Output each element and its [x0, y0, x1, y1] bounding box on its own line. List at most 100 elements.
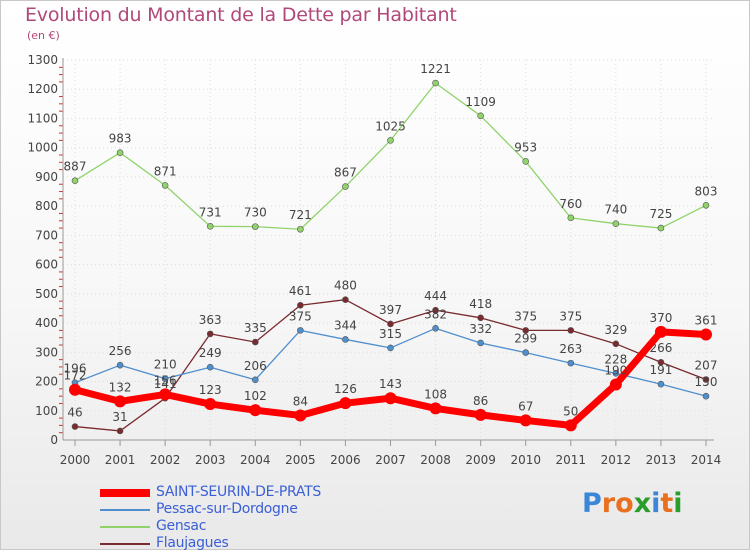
- data-point-saint-seurin-de-prats: [384, 392, 397, 405]
- data-label-saint-seurin-de-prats: 172: [64, 369, 87, 383]
- data-label-gensac: 740: [604, 203, 627, 217]
- logo-letter: t: [660, 488, 674, 519]
- logo-letter: i: [651, 488, 661, 519]
- data-label-saint-seurin-de-prats: 86: [473, 394, 488, 408]
- data-label-gensac: 871: [154, 164, 177, 178]
- data-point-gensac: [612, 220, 620, 227]
- data-label-saint-seurin-de-prats: 50: [563, 404, 578, 418]
- data-point-flaujagues: [116, 427, 124, 435]
- y-tick-label: 800: [35, 199, 58, 213]
- legend-swatch: [100, 509, 150, 511]
- data-point-flaujagues: [342, 296, 349, 303]
- x-tick-label: 2012: [601, 453, 632, 467]
- data-point-flaujagues: [477, 314, 484, 322]
- data-point-pessac-sur-dordogne: [657, 380, 665, 388]
- data-label-flaujagues: 375: [559, 309, 582, 323]
- data-point-pessac-sur-dordogne: [477, 339, 484, 347]
- y-tick-label: 900: [35, 170, 58, 184]
- data-label-flaujagues: 363: [199, 313, 222, 327]
- x-tick-label: 2014: [691, 453, 722, 467]
- logo-letter: r: [601, 488, 616, 519]
- data-point-saint-seurin-de-prats: [249, 404, 262, 417]
- data-label-saint-seurin-de-prats: 190: [604, 363, 627, 377]
- unit-label: (en €): [27, 29, 60, 42]
- legend-label: Flaujagues: [156, 535, 229, 551]
- y-tick-label: 1200: [27, 82, 58, 96]
- x-tick-label: 2009: [465, 453, 496, 467]
- data-point-saint-seurin-de-prats: [114, 395, 127, 408]
- data-point-flaujagues: [432, 306, 439, 314]
- y-tick-label: 100: [35, 404, 58, 418]
- data-point-gensac: [161, 182, 169, 189]
- data-point-gensac: [702, 201, 710, 209]
- x-tick-label: 2008: [420, 453, 451, 467]
- x-tick-label: 2000: [60, 453, 91, 467]
- data-label-saint-seurin-de-prats: 67: [518, 399, 533, 413]
- legend-swatch: [100, 526, 150, 528]
- data-point-gensac: [522, 158, 530, 165]
- legend-label: Gensac: [156, 518, 207, 534]
- data-label-flaujagues: 461: [289, 284, 312, 298]
- data-point-pessac-sur-dordogne: [567, 359, 575, 367]
- logo-letter: P: [582, 488, 602, 519]
- x-tick-label: 2001: [105, 453, 136, 467]
- x-tick-label: 2002: [150, 453, 181, 467]
- proxiti-logo: Proxiti: [582, 488, 683, 519]
- data-label-pessac-sur-dordogne: 191: [649, 363, 672, 377]
- data-label-saint-seurin-de-prats: 361: [695, 313, 718, 327]
- data-point-saint-seurin-de-prats: [519, 414, 532, 427]
- data-point-gensac: [206, 223, 214, 230]
- data-point-flaujagues: [567, 327, 575, 334]
- data-point-pessac-sur-dordogne: [116, 361, 124, 369]
- y-tick-label: 700: [35, 228, 58, 242]
- data-label-saint-seurin-de-prats: 156: [154, 373, 177, 387]
- data-label-gensac: 730: [244, 206, 267, 220]
- data-label-saint-seurin-de-prats: 84: [293, 394, 308, 408]
- x-tick-label: 2006: [330, 453, 361, 467]
- data-label-gensac: 953: [514, 140, 537, 154]
- y-tick-label: 600: [35, 258, 58, 272]
- data-label-flaujagues: 397: [379, 303, 402, 317]
- data-label-flaujagues: 31: [112, 410, 127, 424]
- y-tick-label: 200: [35, 375, 58, 389]
- data-label-flaujagues: 266: [649, 341, 672, 355]
- data-point-flaujagues: [71, 423, 79, 430]
- data-label-gensac: 721: [289, 208, 312, 222]
- data-point-saint-seurin-de-prats: [700, 328, 712, 341]
- x-tick-label: 2010: [510, 453, 541, 467]
- data-point-saint-seurin-de-prats: [294, 409, 307, 422]
- data-point-pessac-sur-dordogne: [702, 392, 710, 400]
- data-point-pessac-sur-dordogne: [297, 327, 304, 334]
- data-label-flaujagues: 329: [604, 323, 627, 337]
- x-tick-label: 2003: [195, 453, 226, 467]
- data-point-flaujagues: [251, 338, 259, 346]
- data-label-pessac-sur-dordogne: 196: [64, 362, 87, 376]
- data-point-flaujagues: [612, 340, 620, 348]
- data-label-flaujagues: 418: [469, 297, 492, 311]
- data-point-saint-seurin-de-prats: [159, 388, 172, 401]
- data-label-gensac: 867: [334, 166, 357, 180]
- data-label-pessac-sur-dordogne: 375: [289, 309, 312, 323]
- data-point-gensac: [342, 183, 349, 190]
- data-point-pessac-sur-dordogne: [251, 376, 259, 384]
- data-point-gensac: [387, 137, 394, 144]
- data-label-saint-seurin-de-prats: 102: [244, 389, 267, 403]
- data-label-flaujagues: 141: [154, 377, 177, 391]
- data-label-gensac: 803: [695, 184, 718, 198]
- data-label-pessac-sur-dordogne: 228: [604, 352, 627, 366]
- x-tick-label: 2013: [646, 453, 677, 467]
- y-tick-label: 500: [35, 287, 58, 301]
- data-label-gensac: 1109: [465, 95, 496, 109]
- data-point-gensac: [567, 214, 575, 222]
- data-point-saint-seurin-de-prats: [474, 408, 487, 421]
- data-label-flaujagues: 375: [514, 309, 537, 323]
- data-label-saint-seurin-de-prats: 143: [379, 377, 402, 391]
- data-point-saint-seurin-de-prats: [204, 398, 217, 411]
- data-label-saint-seurin-de-prats: 132: [109, 380, 132, 394]
- data-label-gensac: 887: [64, 160, 87, 174]
- data-label-flaujagues: 444: [424, 289, 447, 303]
- data-label-pessac-sur-dordogne: 210: [154, 358, 177, 372]
- data-label-saint-seurin-de-prats: 126: [334, 382, 357, 396]
- y-tick-label: 0: [50, 433, 58, 447]
